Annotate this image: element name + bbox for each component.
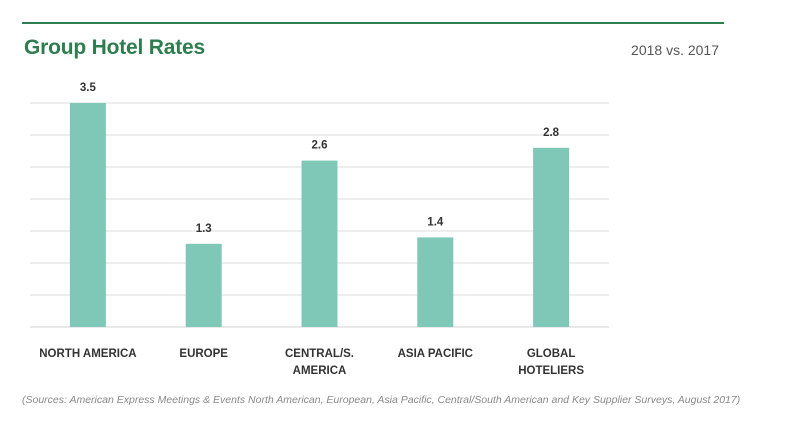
data-label: 2.6 xyxy=(312,140,328,152)
data-label: 2.8 xyxy=(543,127,560,139)
category-label: EUROPE xyxy=(179,348,228,360)
bars xyxy=(69,103,570,327)
chart-subtitle: 2018 vs. 2017 xyxy=(631,42,719,58)
chart-title: Group Hotel Rates xyxy=(24,36,205,59)
category-label: GLOBAL xyxy=(527,348,576,360)
bar xyxy=(185,243,222,327)
source-note: (Sources: American Express Meetings & Ev… xyxy=(22,394,741,406)
category-labels: NORTH AMERICA EUROPE CENTRAL/S. AMERICA ASIA… xyxy=(39,348,584,377)
category-label: ASIA PACIFIC xyxy=(398,348,473,360)
bar xyxy=(533,147,570,327)
data-label: 1.4 xyxy=(427,216,444,228)
bar xyxy=(417,237,454,327)
category-label: HOTELIERS xyxy=(518,365,584,377)
category-label: AMERICA xyxy=(293,365,347,377)
category-label: NORTH AMERICA xyxy=(39,348,136,360)
bar xyxy=(301,160,338,327)
value-labels: 3.5 1.3 2.6 1.4 2.8 xyxy=(80,82,560,235)
bar xyxy=(69,103,106,327)
top-rule xyxy=(22,22,724,24)
category-label: CENTRAL/S. xyxy=(285,348,354,360)
data-label: 1.3 xyxy=(196,223,212,235)
data-label: 3.5 xyxy=(80,82,97,94)
